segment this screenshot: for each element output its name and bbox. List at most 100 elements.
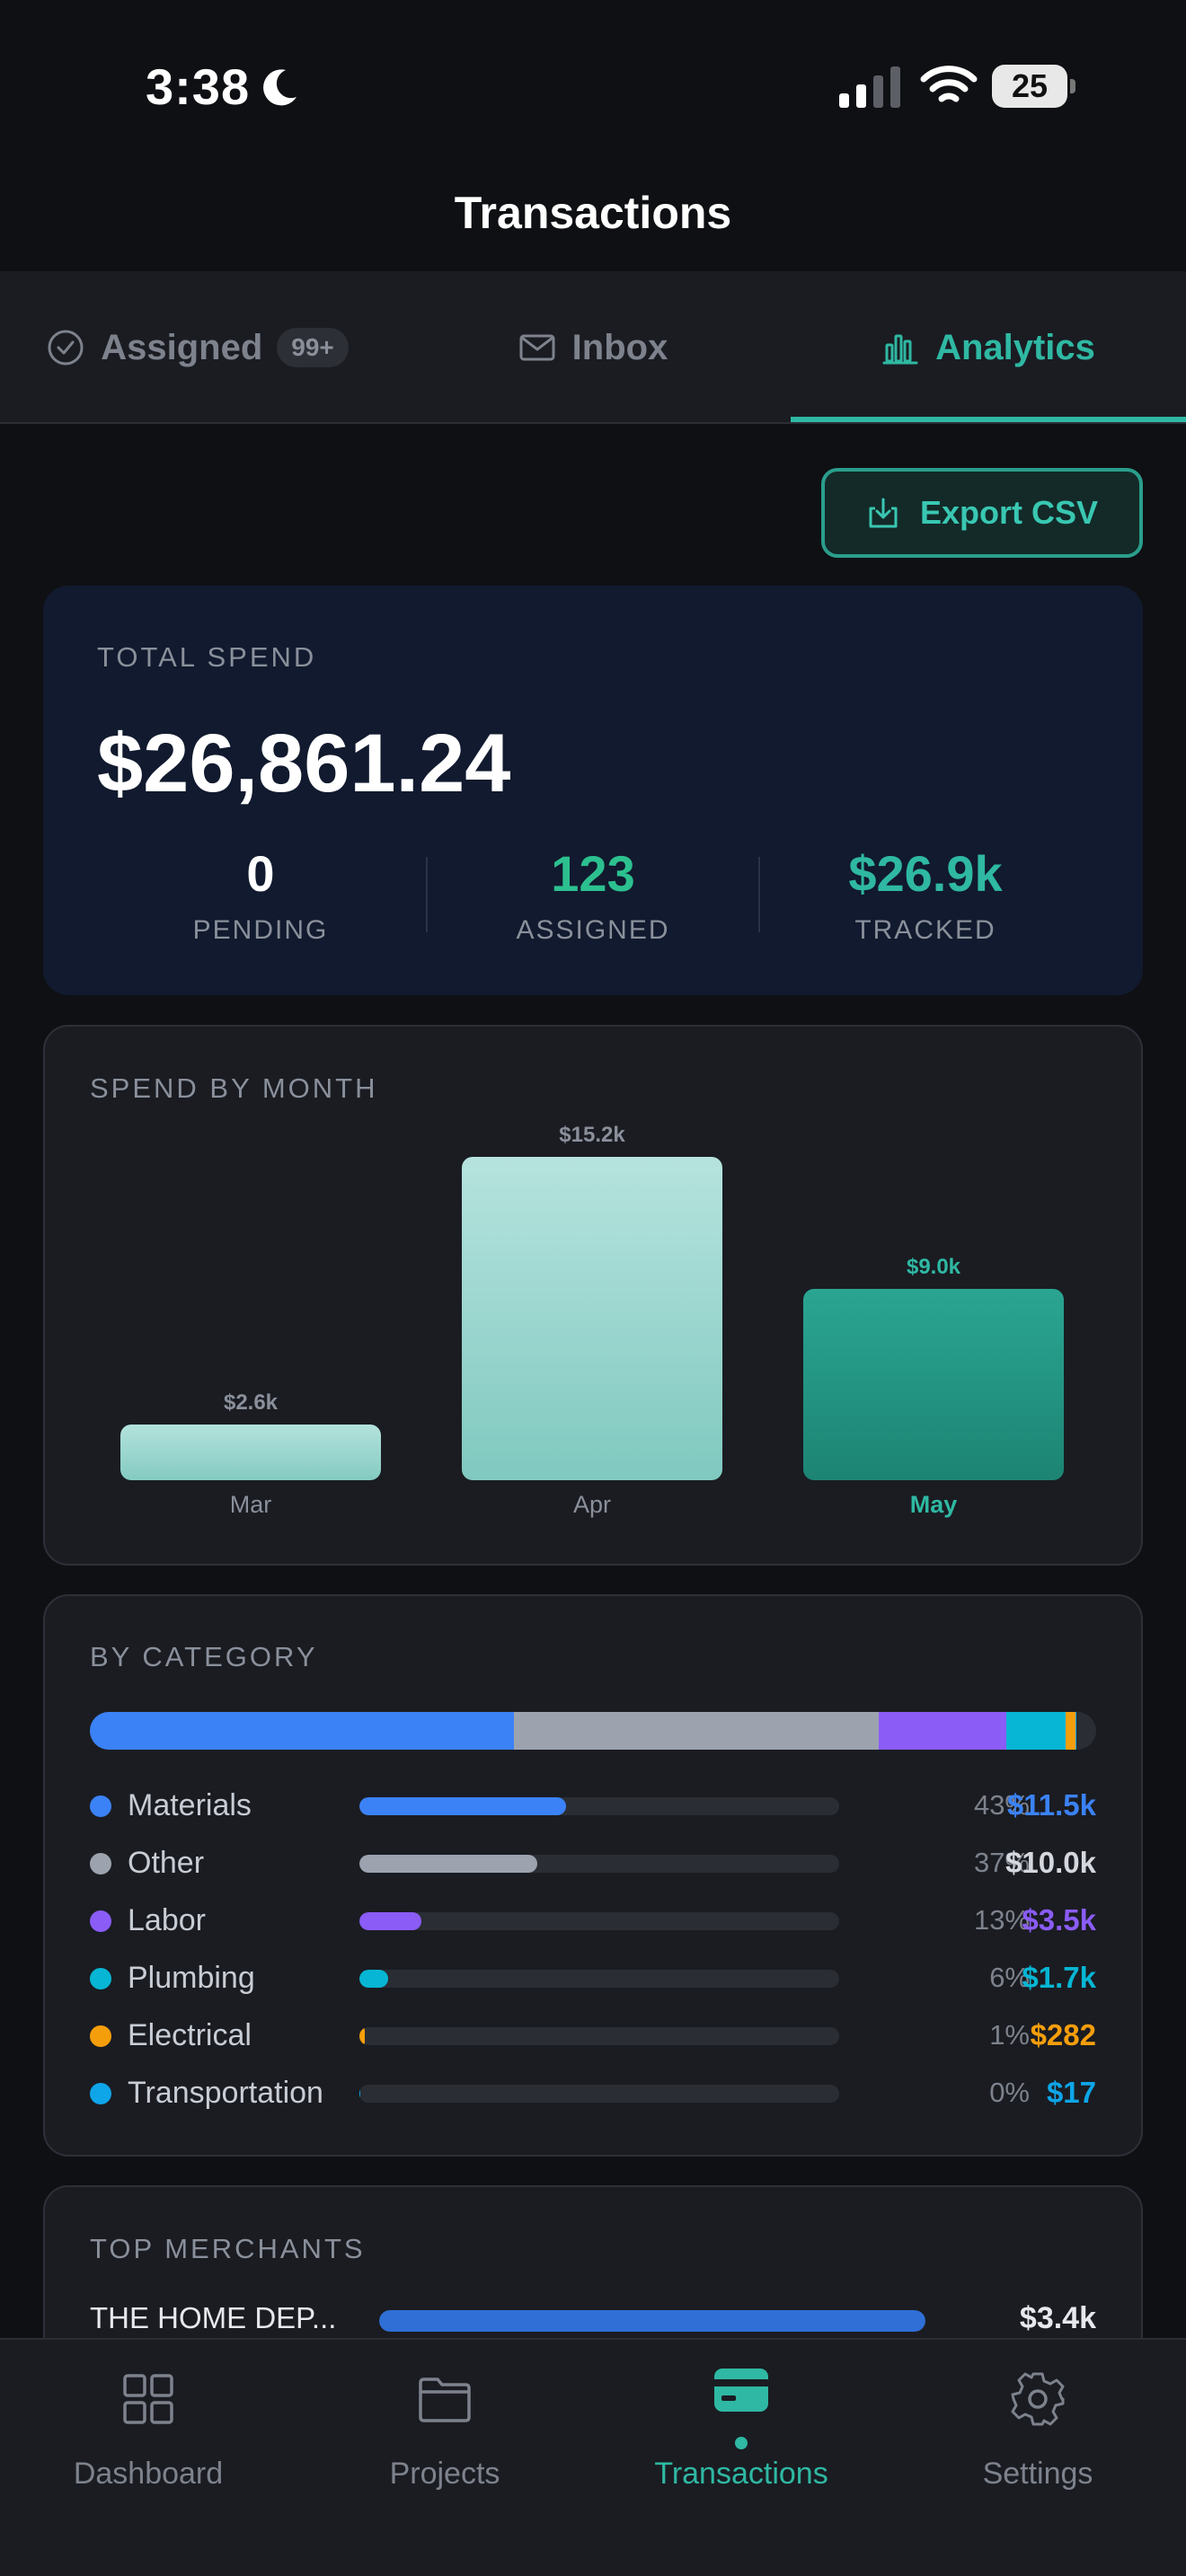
category-percent: 13% <box>973 1904 1030 1936</box>
moon-icon <box>263 69 296 106</box>
category-bar-fill <box>359 1855 537 1873</box>
nav-dashboard-label: Dashboard <box>73 2457 224 2491</box>
nav-dashboard[interactable]: Dashboard <box>0 2340 296 2519</box>
category-dot <box>90 2025 111 2047</box>
total-spend-card <box>43 586 1143 995</box>
category-dot <box>90 1968 111 1989</box>
nav-transactions[interactable]: Transactions <box>593 2340 890 2519</box>
nav-projects-label: Projects <box>389 2457 500 2491</box>
stat-tracked: $26.9k TRACKED <box>760 844 1091 946</box>
category-bar-fill <box>359 2027 365 2045</box>
category-amount: $282 <box>1030 2018 1096 2051</box>
category-name: Plumbing <box>128 1961 255 1995</box>
battery-cap <box>1070 79 1075 93</box>
category-dot <box>90 2083 111 2104</box>
stack-segment <box>513 1712 879 1750</box>
month-bar[interactable] <box>803 1288 1064 1480</box>
merchant-name: THE HOME DEP... <box>90 2301 337 2334</box>
tab-analytics[interactable]: Analytics <box>791 271 1186 424</box>
category-amount: $11.5k <box>1006 1788 1096 1822</box>
battery-level: 25 <box>1011 67 1049 104</box>
category-row[interactable]: Labor 13% $3.5k <box>90 1898 1096 1943</box>
stat-pending-value: 0 <box>246 845 275 902</box>
stack-segment <box>1075 1712 1076 1750</box>
category-stacked-bar <box>90 1712 1096 1750</box>
tab-analytics-label: Analytics <box>935 327 1095 367</box>
tab-inbox-label: Inbox <box>571 327 668 367</box>
nav-settings-label: Settings <box>982 2457 1093 2491</box>
battery-body <box>992 65 1067 108</box>
stat-assigned-label: ASSIGNED <box>516 915 670 945</box>
stack-segment <box>1006 1712 1066 1750</box>
category-name: Other <box>128 1846 205 1880</box>
bottom-nav: Dashboard Projects Transactions Settings <box>0 2338 1186 2576</box>
envelope-icon <box>519 334 555 361</box>
stat-tracked-label: TRACKED <box>854 915 996 945</box>
stack-segment <box>878 1712 1007 1750</box>
active-nav-dot <box>735 2437 748 2449</box>
card-icon <box>714 2369 768 2412</box>
wifi-icon <box>920 66 978 102</box>
category-name: Electrical <box>128 2018 252 2052</box>
check-circle-icon <box>48 330 84 366</box>
nav-settings[interactable]: Settings <box>890 2340 1186 2519</box>
stack-segment <box>90 1712 514 1750</box>
category-dot <box>90 1795 111 1817</box>
category-name: Materials <box>128 1788 252 1822</box>
category-percent: 6% <box>989 1962 1030 1993</box>
assigned-count-badge: 99+ <box>277 328 349 367</box>
category-row[interactable]: Transportation 0% $17 <box>90 2070 1096 2115</box>
category-bar-track <box>359 2085 839 2103</box>
stat-pending: 0 PENDING <box>95 844 426 946</box>
export-csv-button[interactable]: Export CSV <box>821 468 1143 558</box>
category-row[interactable]: Plumbing 6% $1.7k <box>90 1955 1096 2000</box>
download-icon <box>869 498 898 528</box>
category-name: Transportation <box>128 2076 323 2110</box>
tab-inbox[interactable]: Inbox <box>395 271 791 424</box>
month-label: May <box>909 1491 958 1518</box>
tab-bar: Assigned 99+ Inbox Analytics <box>0 271 1186 424</box>
battery-icon: 25 <box>992 65 1075 108</box>
bar-value-label: $15.2k <box>559 1123 625 1147</box>
category-row[interactable]: Other 37% $10.0k <box>90 1840 1096 1885</box>
merchant-bar-track <box>379 2310 925 2332</box>
category-name: Labor <box>128 1903 206 1937</box>
category-percent: 1% <box>989 2019 1030 2051</box>
top-merchants-title: TOP MERCHANTS <box>90 2233 366 2264</box>
category-percent: 0% <box>989 2077 1030 2108</box>
bar-value-label: $2.6k <box>223 1390 279 1416</box>
category-percent: 43% <box>973 1789 1030 1821</box>
active-tab-indicator <box>791 417 1186 422</box>
month-bar[interactable] <box>462 1157 722 1480</box>
category-row[interactable]: Materials 43% $11.5k <box>90 1783 1096 1828</box>
month-label: Mar <box>229 1491 272 1518</box>
merchant-amount: $3.4k <box>1019 2301 1096 2335</box>
category-bar-track <box>359 1912 839 1930</box>
total-spend-amount: $26,861.24 <box>97 718 511 809</box>
category-dot <box>90 1910 111 1932</box>
category-amount: $17 <box>1046 2076 1096 2109</box>
category-bar-track <box>359 1797 839 1815</box>
stat-divider <box>426 857 428 932</box>
status-bar: 3:38 25 <box>0 0 1186 171</box>
category-bar-track <box>359 2027 839 2045</box>
stat-assigned: 123 ASSIGNED <box>428 844 758 946</box>
bar-value-label: $9.0k <box>906 1254 961 1279</box>
category-bar-fill <box>359 1912 422 1930</box>
stat-divider <box>758 857 760 932</box>
nav-projects[interactable]: Projects <box>296 2340 593 2519</box>
status-time: 3:38 <box>146 58 251 115</box>
folder-icon <box>419 2378 471 2422</box>
export-csv-label: Export CSV <box>919 494 1099 531</box>
bar-chart-icon <box>882 334 918 365</box>
month-bar[interactable] <box>120 1425 381 1480</box>
month-label: Apr <box>572 1491 612 1518</box>
category-amount: $1.7k <box>1022 1961 1096 1994</box>
stack-segment <box>1065 1712 1075 1750</box>
category-row[interactable]: Electrical 1% $282 <box>90 2013 1096 2058</box>
tab-assigned[interactable]: Assigned 99+ <box>0 271 395 424</box>
total-spend-label: TOTAL SPEND <box>97 641 317 673</box>
by-category-title: BY CATEGORY <box>90 1641 318 1672</box>
category-bar-fill <box>359 1970 389 1988</box>
